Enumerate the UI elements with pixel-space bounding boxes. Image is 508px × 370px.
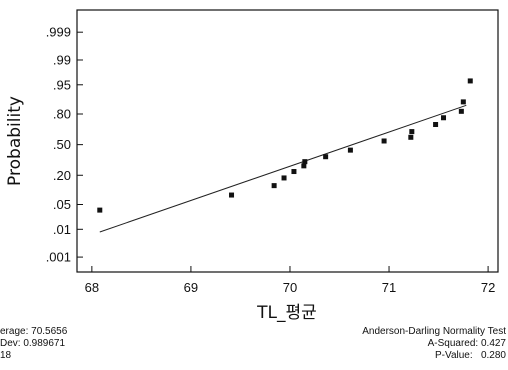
- y-tick-label: .20: [53, 168, 71, 183]
- y-tick-label: .99: [53, 52, 71, 67]
- data-point: [323, 154, 329, 160]
- data-point: [381, 138, 387, 144]
- fit-line-layer: [99, 104, 467, 233]
- x-axis: 68 69 70 71 72: [85, 266, 495, 295]
- y-tick-label: .80: [53, 107, 71, 122]
- data-point: [97, 207, 103, 213]
- data-point: [347, 147, 353, 153]
- data-point: [458, 108, 464, 114]
- data-points: [97, 78, 473, 213]
- fit-line: [99, 104, 467, 233]
- descriptive-stats: erage: 70.5656 Dev: 0.989671 18: [0, 326, 67, 362]
- stats-std-dev: Dev: 0.989671: [0, 338, 66, 349]
- normality-test-title: Anderson-Darling Normality Test: [362, 326, 506, 337]
- x-tick-label: 70: [283, 280, 297, 295]
- data-point: [302, 159, 308, 165]
- plot-frame: [76, 9, 499, 273]
- data-point: [467, 78, 473, 84]
- x-tick-label: 71: [382, 280, 396, 295]
- y-tick-label: .001: [46, 250, 71, 265]
- normality-test-stats: Anderson-Darling Normality Test A-Square…: [362, 326, 506, 362]
- y-tick-label: .999: [46, 25, 71, 40]
- y-tick-label: .01: [53, 222, 71, 237]
- data-point: [441, 115, 447, 121]
- p-value: P-Value: 0.280: [435, 350, 506, 361]
- data-point: [291, 169, 297, 175]
- data-point: [408, 134, 414, 140]
- y-axis-title: Probability: [5, 96, 25, 186]
- y-tick-label: .95: [53, 77, 71, 92]
- data-point: [229, 192, 235, 198]
- data-point: [460, 99, 466, 105]
- a-squared-value: A-Squared: 0.427: [427, 338, 506, 349]
- x-tick-label: 72: [481, 280, 495, 295]
- data-point: [301, 163, 307, 169]
- data-point: [433, 122, 439, 128]
- stats-average: erage: 70.5656: [0, 326, 68, 337]
- x-tick-label: 69: [184, 280, 198, 295]
- x-axis-title: TL_평균: [256, 303, 317, 323]
- stats-n: 18: [0, 350, 12, 361]
- y-tick-label: .05: [53, 197, 71, 212]
- y-axis: .001 .01 .05 .20 .50 .80 .95 .99 .999: [46, 25, 83, 265]
- x-tick-label: 68: [85, 280, 99, 295]
- data-point: [271, 183, 277, 189]
- data-point: [281, 175, 287, 181]
- y-tick-label: .50: [53, 137, 71, 152]
- data-point: [409, 129, 415, 135]
